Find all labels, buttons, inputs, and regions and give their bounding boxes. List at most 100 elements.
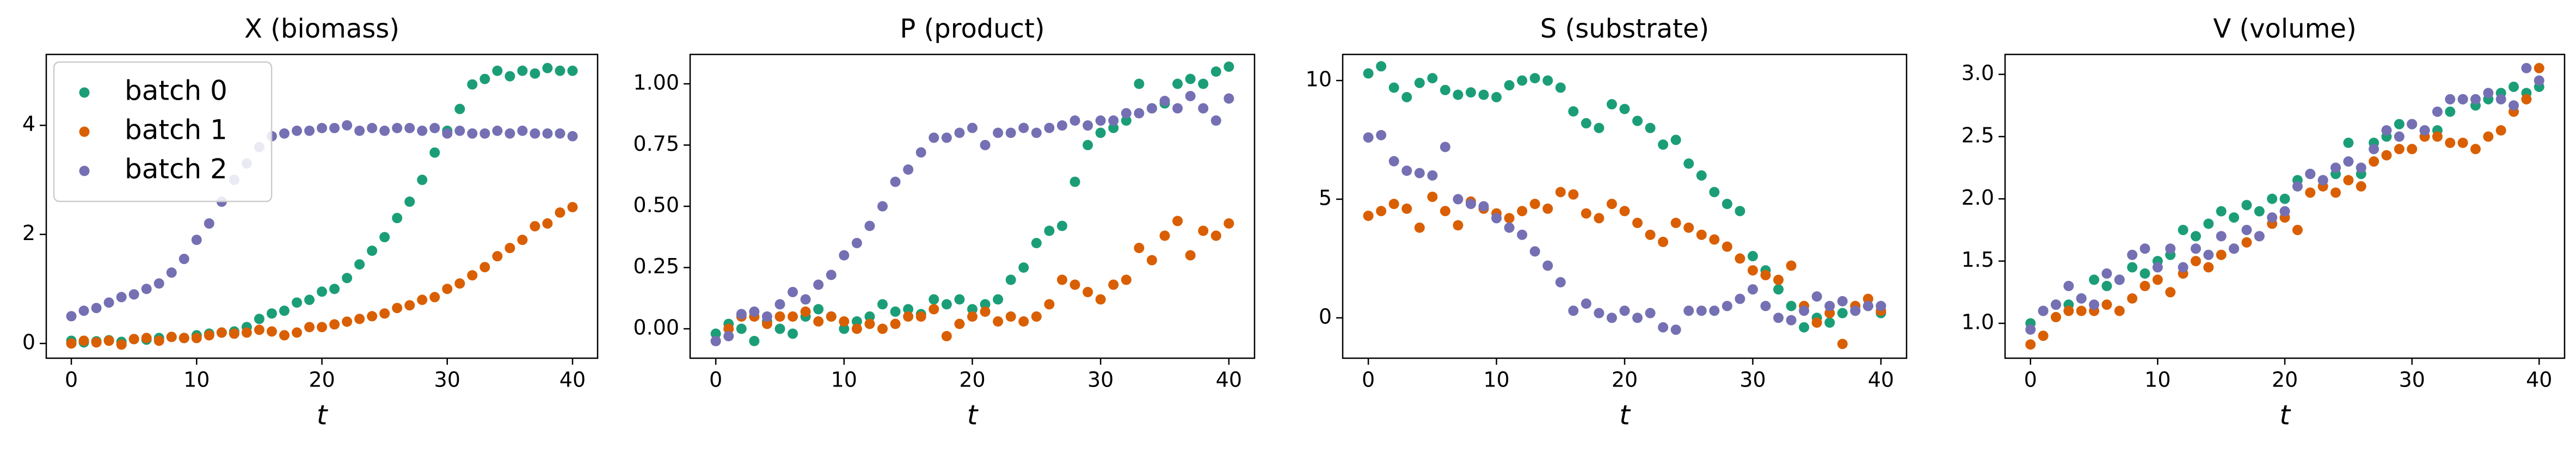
- point: [1185, 73, 1196, 84]
- point: [166, 267, 177, 278]
- point: [941, 132, 952, 143]
- point: [2089, 299, 2100, 310]
- point: [567, 65, 578, 76]
- point: [2076, 305, 2087, 316]
- point: [404, 300, 415, 311]
- point: [954, 127, 965, 138]
- point: [890, 318, 901, 329]
- point: [2050, 312, 2061, 323]
- point: [1159, 230, 1170, 241]
- point: [1108, 122, 1119, 133]
- point: [941, 299, 952, 310]
- point: [1083, 287, 1093, 297]
- point: [2279, 206, 2290, 217]
- point: [317, 286, 327, 297]
- point: [993, 294, 1004, 305]
- point: [530, 68, 540, 79]
- point: [1453, 89, 1464, 100]
- point: [826, 311, 837, 322]
- point: [851, 316, 862, 327]
- point: [2521, 94, 2532, 105]
- x-tick-label: 40: [1216, 368, 1242, 392]
- point: [404, 196, 415, 207]
- point: [417, 174, 428, 185]
- point: [1542, 75, 1553, 86]
- point: [915, 311, 926, 322]
- point: [1465, 87, 1476, 98]
- subplot: 0 10 20 30 40 0 5 10 S (substrate) t: [1306, 14, 1908, 431]
- point: [1005, 311, 1016, 322]
- point: [2521, 63, 2532, 73]
- point: [2127, 262, 2138, 273]
- point: [1811, 317, 1822, 328]
- point: [2509, 81, 2519, 92]
- point: [2267, 193, 2278, 204]
- point: [1172, 216, 1183, 226]
- point: [967, 311, 977, 322]
- x-axis-label: t: [1619, 400, 1631, 431]
- point: [1542, 203, 1553, 214]
- y-tick-label: 0.75: [633, 132, 679, 156]
- point: [1388, 156, 1399, 167]
- x-tick-label: 20: [1612, 368, 1638, 392]
- point: [890, 176, 901, 187]
- point: [229, 328, 239, 339]
- point: [1121, 108, 1132, 119]
- point: [1786, 260, 1797, 271]
- point: [929, 294, 939, 305]
- point: [2394, 119, 2405, 130]
- point: [2343, 156, 2354, 167]
- x-tick-label: 30: [434, 368, 460, 392]
- point: [555, 65, 565, 76]
- point: [2483, 88, 2494, 99]
- point: [1581, 298, 1591, 309]
- point: [761, 318, 772, 329]
- point: [1619, 206, 1630, 217]
- point: [317, 122, 327, 133]
- point: [342, 120, 353, 131]
- point: [467, 79, 478, 90]
- point: [1709, 187, 1720, 198]
- point: [788, 287, 798, 297]
- point: [1224, 218, 1234, 229]
- point: [91, 303, 102, 314]
- point: [1606, 199, 1617, 210]
- point: [379, 125, 390, 136]
- point: [1696, 229, 1707, 240]
- point: [2089, 274, 2100, 285]
- point: [877, 201, 888, 212]
- point: [1696, 170, 1707, 181]
- point: [279, 305, 290, 316]
- point: [967, 122, 977, 133]
- point: [774, 299, 785, 310]
- point: [329, 319, 340, 330]
- point: [1517, 75, 1528, 86]
- point: [1427, 73, 1438, 84]
- point: [216, 327, 227, 338]
- y-tick-label: 0: [22, 330, 35, 354]
- x-tick-label: 10: [2144, 368, 2171, 392]
- point: [903, 164, 914, 175]
- point: [2457, 94, 2468, 105]
- point: [1786, 315, 1797, 326]
- point: [1363, 132, 1374, 143]
- point: [1568, 106, 1579, 117]
- point: [429, 147, 440, 158]
- point: [2063, 305, 2074, 316]
- point: [2178, 262, 2188, 273]
- point: [2381, 125, 2392, 136]
- point: [1670, 324, 1681, 335]
- y-tick-label: 1.0: [1962, 310, 1994, 334]
- point: [954, 294, 965, 305]
- y-tick-label: 2: [22, 221, 35, 245]
- point: [1031, 311, 1042, 322]
- point: [1837, 308, 1848, 318]
- point: [2534, 75, 2544, 86]
- point: [567, 131, 578, 142]
- point: [1056, 274, 1067, 285]
- point: [967, 304, 977, 315]
- point: [304, 295, 315, 305]
